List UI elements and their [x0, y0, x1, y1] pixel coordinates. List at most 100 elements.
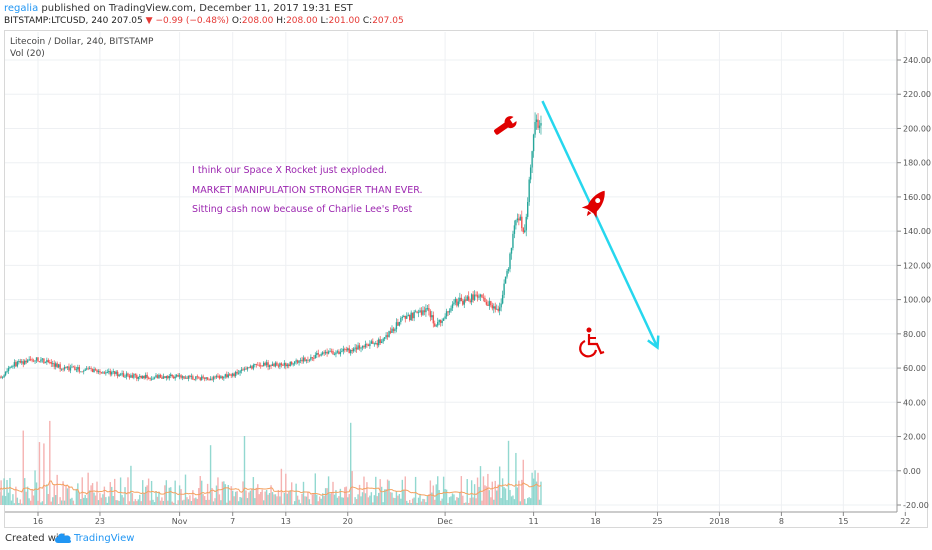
time-axis[interactable]: 16 23 Nov 7 13 20 Dec 11 18 25 2018 8 15 22	[5, 511, 910, 526]
volume-ma-line	[0, 480, 542, 497]
candle-body	[211, 378, 213, 380]
candle-body	[314, 354, 316, 359]
volume-bar	[332, 481, 334, 505]
wheelchair-icon[interactable]	[579, 327, 605, 358]
candle-body	[463, 299, 465, 305]
candle-body	[470, 294, 473, 303]
candle-body	[416, 311, 418, 313]
volume-bar	[205, 499, 207, 505]
candle-body	[124, 376, 126, 378]
volume-bar	[118, 501, 120, 505]
high-label: H:	[276, 16, 287, 26]
candle-body	[321, 352, 324, 355]
volume-bar	[144, 486, 147, 505]
volume-bar	[409, 499, 411, 505]
volume-bar	[479, 466, 482, 505]
candle-body	[366, 343, 368, 345]
x-tick-label: 11	[529, 517, 539, 526]
volume-bar	[493, 499, 495, 505]
candle-body	[282, 365, 284, 366]
candle-body	[202, 376, 204, 378]
volume-bar	[404, 476, 406, 505]
volume-bar	[69, 498, 72, 505]
down-arrow[interactable]	[541, 100, 659, 349]
volume-bar	[189, 495, 191, 505]
candle-body	[528, 179, 530, 203]
volume-bar	[380, 486, 383, 505]
candle-body	[426, 308, 429, 309]
candle-body	[3, 375, 5, 377]
candle-body	[63, 367, 66, 370]
candle-body	[68, 366, 70, 371]
volume-bar	[268, 492, 271, 505]
candle-body	[419, 310, 421, 313]
volume-bar	[351, 471, 353, 505]
candle-body	[391, 328, 393, 333]
volume-bar	[484, 485, 486, 505]
volume-bar	[540, 481, 542, 505]
volume-bar	[339, 488, 342, 505]
price-change: −0.99 (−0.48%)	[155, 16, 230, 26]
candle-body	[229, 374, 231, 376]
candle-body	[460, 297, 463, 301]
candle-body	[150, 378, 153, 380]
y-tick-label: 40.00	[903, 398, 926, 407]
candle-body	[99, 370, 101, 373]
volume-bar	[473, 484, 476, 505]
volume-bar	[18, 503, 20, 505]
volume-bar	[4, 496, 7, 505]
volume-bar	[403, 489, 405, 505]
chart-legend-title[interactable]: Litecoin / Dollar, 240, BITSTAMP	[10, 37, 154, 47]
candle-body	[121, 373, 123, 375]
volume-bar	[50, 501, 52, 505]
volume-bar	[373, 495, 375, 505]
candle-body	[491, 305, 493, 309]
publish-text: published on TradingView.com, December 1…	[41, 3, 353, 14]
candle-body	[330, 350, 333, 352]
volume-bar	[114, 478, 116, 505]
volume-bar	[342, 497, 345, 505]
volume-bar	[108, 496, 110, 505]
volume-bar	[521, 479, 523, 505]
volume-legend[interactable]: Vol (20)	[10, 49, 45, 59]
volume-bar	[494, 480, 496, 505]
price-axis[interactable]: 240.00 220.00 200.00 180.00 160.00 140.00 120.…	[896, 30, 931, 512]
volume-bar	[289, 490, 291, 505]
candle-body	[114, 371, 116, 374]
volume-bar	[224, 484, 227, 505]
candle-body	[37, 357, 39, 362]
volume-bar	[262, 500, 265, 505]
volume-bar	[251, 488, 253, 505]
candle-body	[296, 360, 299, 363]
candle-body	[324, 351, 327, 354]
candle-body	[106, 372, 109, 373]
rocket-icon[interactable]	[579, 186, 612, 222]
volume-bar	[254, 498, 256, 505]
volume-bar	[428, 494, 430, 505]
x-tick-label: Dec	[437, 517, 452, 526]
volume-bar	[71, 497, 73, 505]
volume-bar	[307, 491, 309, 505]
volume-bar	[330, 492, 333, 505]
volume-bar	[470, 480, 473, 505]
wrench-icon[interactable]	[492, 113, 520, 138]
tradingview-link[interactable]: TradingView	[74, 533, 135, 544]
candle-body	[527, 202, 529, 217]
candle-body	[158, 374, 160, 379]
author-link[interactable]: regalia	[4, 3, 39, 14]
annotation-line-2: MARKET MANIPULATION STRONGER THAN EVER.	[192, 185, 423, 196]
candle-body	[50, 362, 52, 364]
volume-bar	[102, 494, 104, 505]
volume-bar	[15, 486, 17, 505]
volume-bar	[515, 452, 517, 505]
candle-body	[174, 376, 176, 379]
volume-bar	[372, 502, 374, 505]
volume-bar	[44, 504, 47, 505]
chart-frame[interactable]	[4, 30, 928, 528]
close-label: C:	[362, 16, 373, 26]
created-with-text: Created with	[5, 533, 69, 544]
candle-body	[425, 308, 427, 313]
volume-bar	[195, 497, 197, 505]
volume-bar	[159, 500, 162, 505]
